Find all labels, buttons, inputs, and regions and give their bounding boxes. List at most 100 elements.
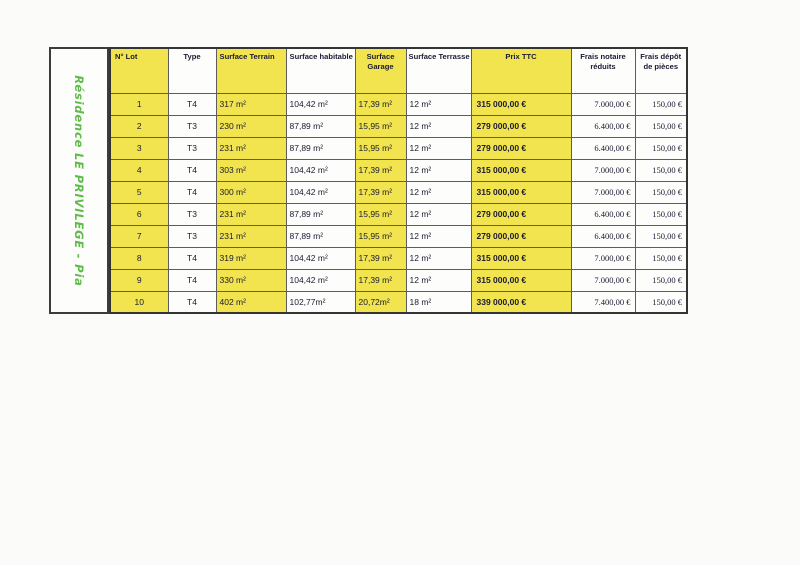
column-header-terrain: Surface Terrain <box>215 47 287 94</box>
cell-notaire: 6.400,00 € <box>570 136 636 160</box>
cell-habitable: 87,89 m² <box>285 224 356 248</box>
column-header-depot: Frais dépôt de pièces <box>634 47 688 94</box>
cell-lot: 10 <box>109 290 169 314</box>
cell-garage: 15,95 m² <box>354 224 407 248</box>
cell-habitable: 104,42 m² <box>285 158 356 182</box>
cell-notaire: 7.000,00 € <box>570 92 636 116</box>
residence-label-box: Résidence LE PRIVILEGE - Pia <box>49 47 109 314</box>
cell-habitable: 102,77m² <box>285 290 356 314</box>
table-header-row: N° Lot Type Surface Terrain Surface habitab… <box>109 47 688 94</box>
cell-prix: 279 000,00 € <box>470 114 572 138</box>
cell-depot: 150,00 € <box>634 202 688 226</box>
table-row: 1 T4 317 m² 104,42 m² 17,39 m² 12 m² 315 000,0… <box>109 92 688 116</box>
cell-terrasse: 12 m² <box>405 224 472 248</box>
cell-prix: 315 000,00 € <box>470 246 572 270</box>
column-header-type: Type <box>167 47 217 94</box>
cell-terrasse: 12 m² <box>405 136 472 160</box>
cell-type: T3 <box>167 136 217 160</box>
table-row: 6 T3 231 m² 87,89 m² 15,95 m² 12 m² 279 000,00… <box>109 202 688 226</box>
cell-depot: 150,00 € <box>634 268 688 292</box>
table-row: 7 T3 231 m² 87,89 m² 15,95 m² 12 m² 279 000,00… <box>109 224 688 248</box>
cell-depot: 150,00 € <box>634 114 688 138</box>
cell-prix: 279 000,00 € <box>470 136 572 160</box>
cell-garage: 15,95 m² <box>354 114 407 138</box>
cell-prix: 315 000,00 € <box>470 92 572 116</box>
cell-garage: 17,39 m² <box>354 158 407 182</box>
cell-type: T4 <box>167 158 217 182</box>
cell-notaire: 7.000,00 € <box>570 268 636 292</box>
lots-table: N° Lot Type Surface Terrain Surface habitab… <box>109 47 688 314</box>
column-header-prix: Prix TTC <box>470 47 572 94</box>
cell-lot: 8 <box>109 246 169 270</box>
cell-type: T4 <box>167 92 217 116</box>
cell-terrain: 230 m² <box>215 114 287 138</box>
cell-garage: 17,39 m² <box>354 180 407 204</box>
table-row: 9 T4 330 m² 104,42 m² 17,39 m² 12 m² 315 000,0… <box>109 268 688 292</box>
cell-terrasse: 12 m² <box>405 202 472 226</box>
cell-garage: 17,39 m² <box>354 268 407 292</box>
cell-notaire: 7.000,00 € <box>570 158 636 182</box>
cell-depot: 150,00 € <box>634 290 688 314</box>
cell-lot: 7 <box>109 224 169 248</box>
cell-terrain: 330 m² <box>215 268 287 292</box>
cell-habitable: 87,89 m² <box>285 136 356 160</box>
cell-terrain: 300 m² <box>215 180 287 204</box>
cell-prix: 315 000,00 € <box>470 180 572 204</box>
cell-type: T4 <box>167 290 217 314</box>
cell-terrain: 402 m² <box>215 290 287 314</box>
cell-prix: 339 000,00 € <box>470 290 572 314</box>
cell-habitable: 104,42 m² <box>285 180 356 204</box>
pricing-sheet: Résidence LE PRIVILEGE - Pia N° Lot Type S… <box>49 47 688 314</box>
cell-type: T3 <box>167 202 217 226</box>
table-row: 10 T4 402 m² 102,77m² 20,72m² 18 m² 339 000,00… <box>109 290 688 314</box>
cell-prix: 315 000,00 € <box>470 158 572 182</box>
table-row: 5 T4 300 m² 104,42 m² 17,39 m² 12 m² 315 000,0… <box>109 180 688 204</box>
cell-habitable: 104,42 m² <box>285 268 356 292</box>
column-header-garage: Surface Garage <box>354 47 407 94</box>
cell-notaire: 7.000,00 € <box>570 246 636 270</box>
cell-habitable: 104,42 m² <box>285 92 356 116</box>
cell-prix: 315 000,00 € <box>470 268 572 292</box>
cell-terrasse: 12 m² <box>405 246 472 270</box>
cell-lot: 6 <box>109 202 169 226</box>
cell-notaire: 6.400,00 € <box>570 224 636 248</box>
cell-depot: 150,00 € <box>634 92 688 116</box>
table-row: 2 T3 230 m² 87,89 m² 15,95 m² 12 m² 279 000,00… <box>109 114 688 138</box>
cell-habitable: 104,42 m² <box>285 246 356 270</box>
cell-notaire: 7.000,00 € <box>570 180 636 204</box>
table-row: 4 T4 303 m² 104,42 m² 17,39 m² 12 m² 315 000,0… <box>109 158 688 182</box>
cell-terrasse: 12 m² <box>405 180 472 204</box>
cell-depot: 150,00 € <box>634 180 688 204</box>
cell-terrain: 303 m² <box>215 158 287 182</box>
cell-terrasse: 18 m² <box>405 290 472 314</box>
cell-garage: 17,39 m² <box>354 246 407 270</box>
cell-lot: 1 <box>109 92 169 116</box>
cell-depot: 150,00 € <box>634 136 688 160</box>
cell-garage: 20,72m² <box>354 290 407 314</box>
cell-notaire: 6.400,00 € <box>570 202 636 226</box>
cell-prix: 279 000,00 € <box>470 202 572 226</box>
residence-label: Résidence LE PRIVILEGE - Pia <box>72 74 86 287</box>
cell-lot: 4 <box>109 158 169 182</box>
cell-habitable: 87,89 m² <box>285 202 356 226</box>
cell-terrasse: 12 m² <box>405 268 472 292</box>
table-row: 3 T3 231 m² 87,89 m² 15,95 m² 12 m² 279 000,00… <box>109 136 688 160</box>
column-header-terrasse: Surface Terrasse <box>405 47 472 94</box>
cell-terrasse: 12 m² <box>405 92 472 116</box>
cell-terrasse: 12 m² <box>405 114 472 138</box>
cell-prix: 279 000,00 € <box>470 224 572 248</box>
cell-type: T4 <box>167 268 217 292</box>
table-row: 8 T4 319 m² 104,42 m² 17,39 m² 12 m² 315 000,0… <box>109 246 688 270</box>
table-body: 1 T4 317 m² 104,42 m² 17,39 m² 12 m² 315 000,0… <box>109 92 688 314</box>
cell-type: T4 <box>167 246 217 270</box>
column-header-habitable: Surface habitable <box>285 47 356 94</box>
cell-terrain: 317 m² <box>215 92 287 116</box>
cell-terrain: 231 m² <box>215 136 287 160</box>
cell-type: T4 <box>167 180 217 204</box>
cell-lot: 2 <box>109 114 169 138</box>
cell-lot: 5 <box>109 180 169 204</box>
cell-terrain: 231 m² <box>215 202 287 226</box>
cell-habitable: 87,89 m² <box>285 114 356 138</box>
cell-lot: 3 <box>109 136 169 160</box>
